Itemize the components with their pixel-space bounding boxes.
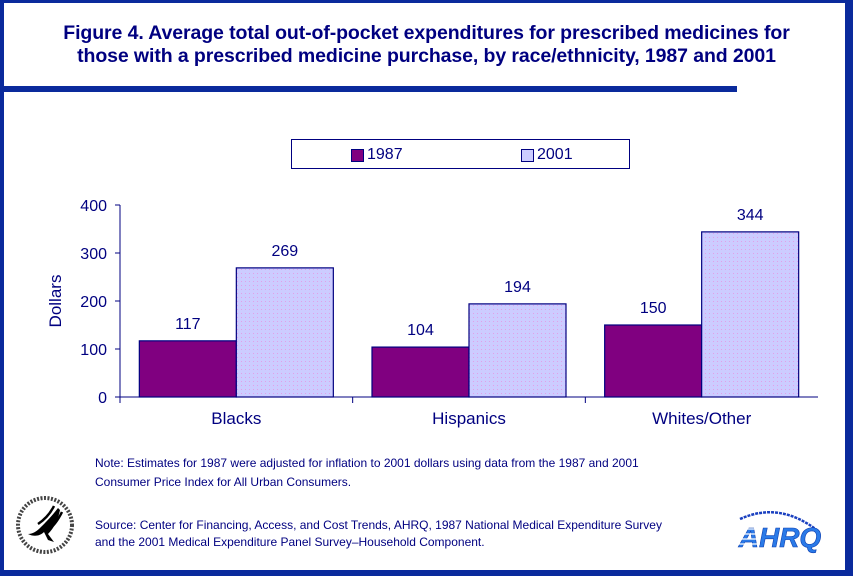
data-label: 344 xyxy=(737,207,764,224)
legend: 1987 2001 xyxy=(291,139,630,169)
legend-swatch-1987 xyxy=(351,148,364,162)
note-line: Note: Estimates for 1987 were adjusted f… xyxy=(95,456,639,470)
y-tick-label: 100 xyxy=(80,342,107,359)
title-line: Figure 4. Average total out-of-pocket ex… xyxy=(63,22,790,44)
data-label: 150 xyxy=(640,300,667,317)
hhs-seal-icon xyxy=(16,496,74,554)
source-line: and the 2001 Medical Expenditure Panel S… xyxy=(95,535,485,549)
y-tick-label: 400 xyxy=(80,198,107,215)
header-rule xyxy=(0,86,737,92)
ahrq-logo-icon: AHRQ xyxy=(734,511,822,553)
legend-label: 2001 xyxy=(537,146,573,163)
source-text: Source: Center for Financing, Access, an… xyxy=(95,517,662,551)
y-axis-title: Dollars xyxy=(46,275,65,328)
data-label: 194 xyxy=(504,279,531,296)
bar-2001-hispanics xyxy=(468,303,567,398)
bar-1987-hispanics xyxy=(371,346,470,398)
title-line: those with a prescribed medicine purchas… xyxy=(77,45,776,67)
data-label: 104 xyxy=(407,322,434,339)
note-text: Note: Estimates for 1987 were adjusted f… xyxy=(95,454,639,492)
legend-label: 1987 xyxy=(367,146,403,163)
bar-1987-blacks xyxy=(138,340,237,398)
y-tick-label: 200 xyxy=(80,294,107,311)
x-tick-label: Whites/Other xyxy=(652,409,752,428)
legend-item-2001: 2001 xyxy=(521,146,573,164)
data-label: 117 xyxy=(175,316,201,333)
note-line: Consumer Price Index for All Urban Consu… xyxy=(95,475,352,489)
y-tick-label: 300 xyxy=(80,246,107,263)
bar-1987-whites-other xyxy=(604,324,703,398)
x-tick-label: Hispanics xyxy=(432,409,506,428)
y-tick-label: 0 xyxy=(98,390,107,407)
x-tick-label: Blacks xyxy=(211,409,261,428)
data-label: 269 xyxy=(271,243,298,260)
chart-title: Figure 4. Average total out-of-pocket ex… xyxy=(0,22,853,68)
ahrq-logo-text: AHRQ xyxy=(738,522,822,553)
bar-2001-blacks xyxy=(235,267,334,398)
source-line: Source: Center for Financing, Access, an… xyxy=(95,518,662,532)
legend-swatch-2001 xyxy=(521,148,534,162)
bar-2001-whites-other xyxy=(701,231,800,398)
legend-item-1987: 1987 xyxy=(351,146,403,164)
